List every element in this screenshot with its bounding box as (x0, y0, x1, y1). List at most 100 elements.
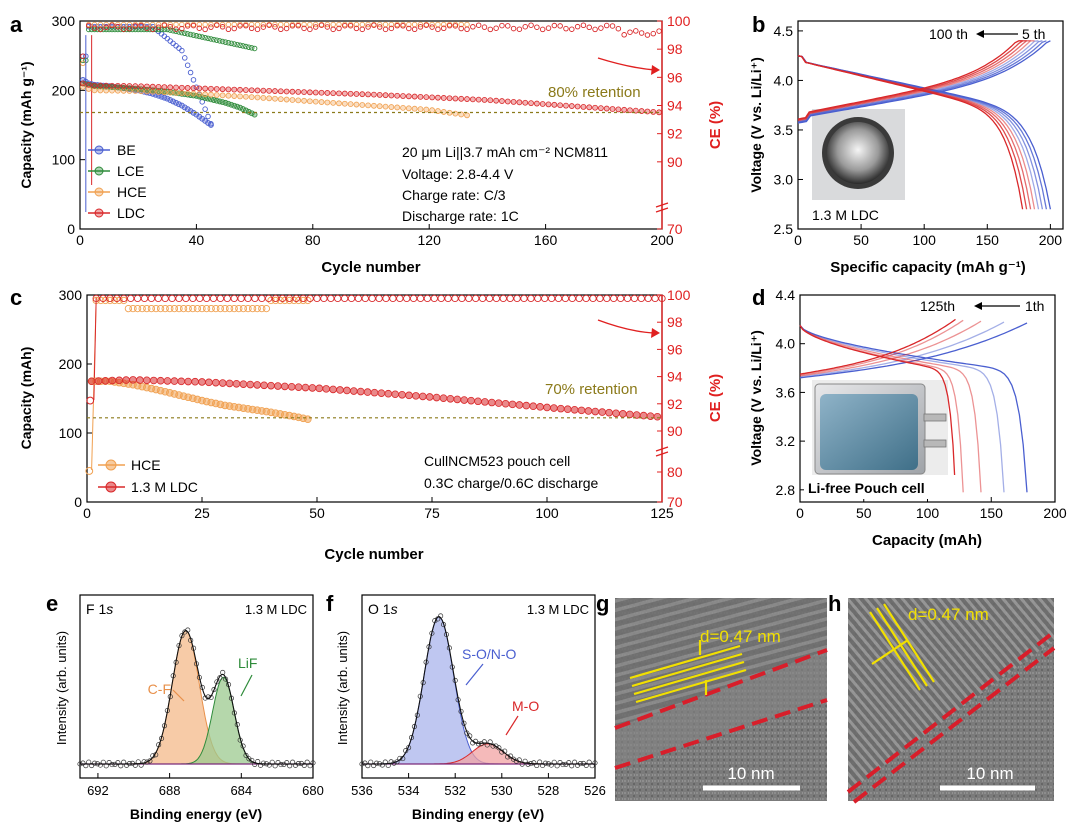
ce-point (221, 304, 229, 313)
capacity-point (266, 87, 273, 94)
capacity-point (225, 86, 232, 93)
capacity-point (103, 82, 110, 89)
legend: BE LCE HCE LDC (88, 142, 147, 221)
capacity-point (167, 84, 174, 91)
ce-point (99, 294, 107, 303)
legend-label: LDC (117, 205, 145, 221)
ce-point (520, 294, 528, 303)
ce-point (289, 23, 296, 29)
ce-point (240, 43, 246, 49)
ce-point (376, 21, 383, 28)
ce-point (189, 294, 197, 303)
legend-label: BE (117, 142, 136, 158)
ce-point (196, 294, 204, 303)
capacity-point (120, 87, 127, 94)
ce-point (120, 296, 128, 305)
y-tick-label: 200 (59, 356, 83, 372)
ce-point (470, 24, 476, 30)
capacity-point (143, 376, 151, 385)
capacity-point (277, 96, 284, 103)
y2-axis: 70 90 92 94 96 98 100 (655, 13, 691, 237)
capacity-point (347, 90, 354, 97)
ce-point (202, 34, 208, 41)
capacity-point (446, 394, 455, 403)
data-point (214, 679, 220, 685)
capacity-point (533, 100, 540, 107)
capacity-point (108, 376, 117, 385)
panel-letter: d (752, 285, 765, 310)
panel-b: b 0 50 100 150 200 2.5 3.0 3.5 4.0 4.5 Specific … (748, 12, 1064, 276)
ce-point (276, 296, 284, 305)
capacity-point (277, 88, 284, 95)
x-axis: 692 688 684 680 (87, 773, 324, 798)
ce-point (656, 28, 662, 34)
capacity-point (156, 376, 165, 385)
capacity-point (129, 376, 137, 384)
ce-point (630, 294, 639, 303)
capacity-point (126, 83, 133, 89)
legend-marker (105, 459, 117, 471)
data-point (379, 762, 385, 768)
x-tick-label: 50 (853, 232, 869, 248)
ce-point (190, 77, 197, 83)
ce-point (97, 26, 104, 33)
capacity-point (440, 95, 447, 101)
ce-point (582, 294, 590, 303)
capacity-point (363, 388, 372, 396)
ce-point (365, 24, 371, 30)
label-background (804, 475, 960, 499)
y2-tick-label: 96 (667, 341, 683, 357)
capacity-point (529, 402, 537, 411)
capacity-series (85, 376, 662, 475)
ce-point (435, 26, 441, 33)
data-point (496, 745, 502, 751)
ce-point (541, 294, 549, 303)
ce-point (464, 26, 470, 33)
capacity-point (474, 397, 482, 406)
capacity-point (295, 88, 302, 95)
capacity-point (208, 122, 214, 128)
capacity-point (178, 84, 185, 91)
ce-point (219, 24, 226, 30)
ce-point (223, 294, 231, 303)
capacity-point (653, 412, 662, 421)
ce-point (260, 24, 267, 30)
ce-point (228, 40, 235, 47)
ce-point (574, 23, 581, 30)
ce-point (586, 24, 593, 31)
capacity-point (423, 94, 430, 101)
ce-point (623, 294, 632, 303)
ce-point (603, 294, 611, 303)
x-tick-label: 0 (83, 505, 91, 521)
ce-point (120, 294, 128, 303)
capacity-point (213, 86, 220, 92)
ce-point (306, 294, 314, 303)
ce-point (411, 26, 418, 33)
panel-letter: h (828, 591, 841, 616)
cycle-annotation-left: 100 th (929, 26, 968, 42)
capacity-point (458, 95, 465, 102)
ce-point (429, 24, 435, 30)
panel-letter: f (326, 591, 334, 616)
data-point (461, 720, 467, 726)
capacity-point (324, 90, 331, 96)
capacity-point (432, 393, 441, 402)
ce-point (231, 21, 237, 28)
scale-label: 10 nm (966, 764, 1013, 783)
ce-point (208, 24, 214, 30)
ce-point (106, 296, 114, 305)
y-tick-label: 4.0 (774, 72, 794, 88)
boundary-line (846, 630, 1056, 794)
ce-point (644, 294, 652, 303)
capacity-point (609, 106, 616, 112)
ce-point (91, 21, 98, 28)
envelope (80, 630, 313, 765)
x-tick-label: 532 (444, 783, 466, 798)
ce-point (237, 23, 243, 29)
ce-point (429, 21, 435, 28)
y-tick-label: 3.6 (776, 384, 796, 400)
ce-point (417, 24, 424, 30)
ce-point (141, 26, 147, 33)
ce-point (193, 84, 200, 90)
legend-label: HCE (117, 184, 147, 200)
